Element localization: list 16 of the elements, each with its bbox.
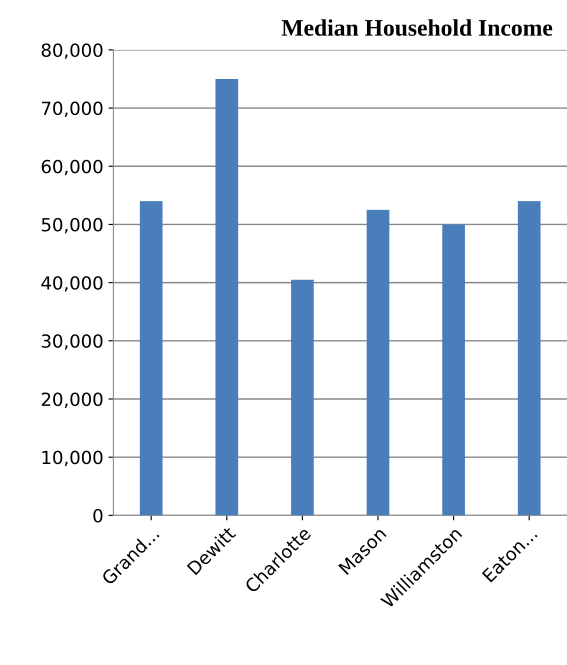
y-tick-label: 10,000 (42, 450, 102, 466)
y-tick-label: 60,000 (42, 160, 102, 176)
y-tick-label: 70,000 (42, 102, 102, 118)
y-tick-label: 50,000 (42, 218, 102, 234)
y-tick-label: 40,000 (41, 276, 102, 292)
bar (366, 210, 390, 516)
bar (140, 201, 163, 516)
y-tick-label: 30,000 (42, 334, 102, 350)
bar (518, 201, 541, 516)
chart-title: Median Household Income (282, 19, 552, 36)
y-tick-label: 80,000 (42, 43, 102, 59)
y-tick-label: 0 (93, 508, 102, 522)
y-tick-label: 20,000 (42, 392, 102, 408)
bar (442, 224, 465, 516)
bar (215, 78, 238, 516)
bar (291, 280, 314, 516)
